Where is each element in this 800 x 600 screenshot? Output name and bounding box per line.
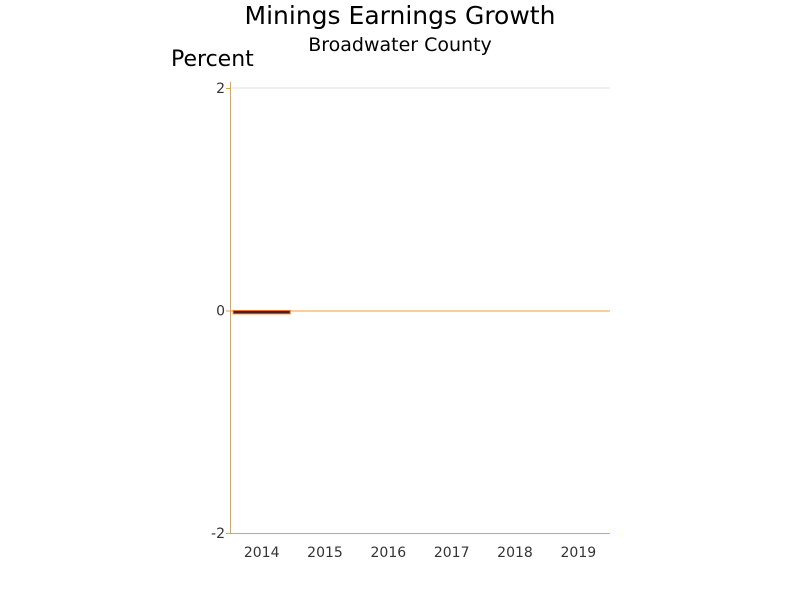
x-tick-label: 2018 <box>497 545 533 561</box>
x-tick-label: 2019 <box>561 545 597 561</box>
x-tick-label: 2016 <box>371 545 407 561</box>
y-tick-label: 2 <box>216 81 225 97</box>
bar-layer <box>232 310 291 315</box>
y-tick-label: 0 <box>216 304 225 320</box>
bar <box>232 310 291 315</box>
y-tick-label: -2 <box>211 526 225 542</box>
x-tick-label: 2015 <box>307 545 343 561</box>
y-axis-label: Percent <box>171 47 254 72</box>
axis-layer <box>226 82 610 534</box>
chart-subtitle: Broadwater County <box>308 34 492 56</box>
x-tick-label: 2014 <box>244 545 280 561</box>
x-tick-label: 2017 <box>434 545 470 561</box>
tick-layer: 2 0 -2 2014 2015 2016 2017 2018 2019 <box>211 81 596 561</box>
chart-title: Minings Earnings Growth <box>244 1 556 30</box>
